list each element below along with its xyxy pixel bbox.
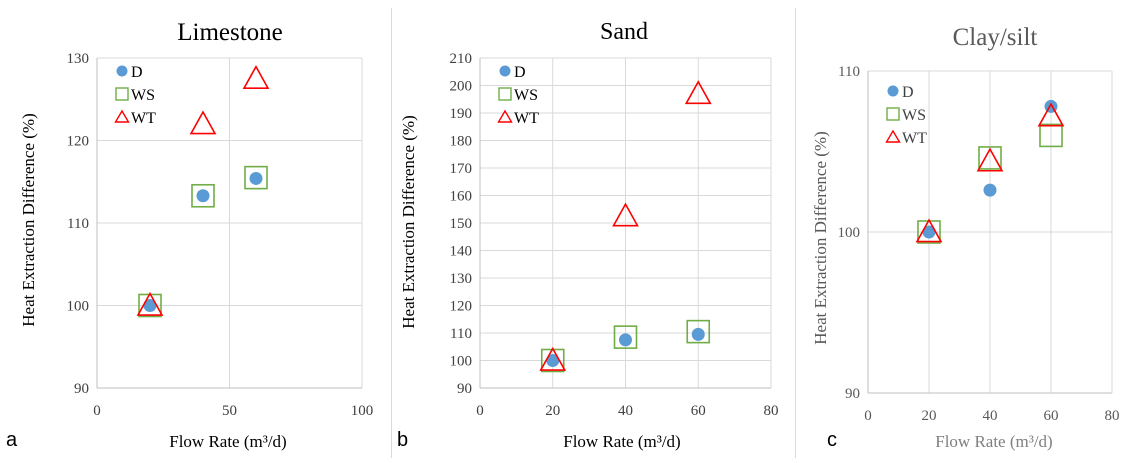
- y-axis-label: Heat Extraction Difference (%): [811, 131, 830, 345]
- data-point-ws: [978, 146, 1002, 170]
- data-point-ws: [686, 319, 711, 344]
- legend-marker-wt: [885, 129, 901, 143]
- legend-label-ws: WS: [514, 87, 538, 104]
- y-tick-label: 160: [450, 189, 473, 205]
- x-tick-label: 20: [545, 403, 560, 419]
- data-point-d: [922, 225, 936, 239]
- data-point-wt: [684, 80, 712, 105]
- legend-label-d: D: [131, 64, 143, 81]
- legend-label-d: D: [902, 84, 914, 101]
- legend-marker-ws: [498, 87, 512, 101]
- y-tick-label: 110: [450, 326, 472, 342]
- data-point-wt: [976, 147, 1004, 172]
- data-point-wt: [189, 110, 217, 135]
- clay-silt-chart-panel: 90 100 110 0 20 40 60 80 Clay/silt Heat Extractio…: [795, 0, 1134, 458]
- y-tick-label: 190: [450, 106, 473, 122]
- legend-label-ws: WS: [902, 107, 926, 124]
- legend-label-wt: WT: [131, 110, 156, 127]
- legend-marker-ws: [115, 87, 129, 101]
- data-point-d: [619, 333, 632, 347]
- data-point-ws: [244, 165, 268, 190]
- y-tick-label: 170: [450, 161, 473, 177]
- x-tick-label: 40: [618, 403, 633, 419]
- y-tick-label: 120: [67, 134, 90, 150]
- data-point-wt: [612, 202, 639, 227]
- data-point-ws: [191, 183, 215, 208]
- sand-scatter-chart: 90 100 110 120 130 140 150 160 170 180 190 200 210 0 2…: [397, 19, 779, 451]
- x-tick-label: 60: [1044, 408, 1059, 424]
- y-tick-label: 110: [67, 216, 89, 232]
- data-point-wt: [136, 291, 164, 316]
- data-point-ws: [1039, 123, 1063, 148]
- x-tick-label: 50: [222, 403, 237, 419]
- legend-label-d: D: [514, 64, 526, 81]
- limestone-scatter-chart: 90 100 110 120 130 0 50 100 Limestone Heat Extrac…: [6, 19, 374, 451]
- data-point-d: [691, 327, 705, 341]
- limestone-chart-panel: 90 100 110 120 130 0 50 100 Limestone Heat Extrac…: [0, 0, 391, 458]
- data-point-d: [249, 171, 263, 185]
- clay-silt-scatter-chart: 90 100 110 0 20 40 60 80 Clay/silt Heat Extractio…: [811, 24, 1120, 451]
- data-point-wt: [1037, 102, 1065, 127]
- panel-letter: a: [6, 429, 18, 451]
- sand-chart-panel: 90 100 110 120 130 140 150 160 170 180 190 200 210 0 2…: [391, 0, 795, 458]
- y-tick-label: 180: [450, 134, 473, 150]
- data-point-ws: [613, 325, 638, 349]
- data-point-d: [983, 183, 997, 197]
- panel-divider: [795, 8, 796, 458]
- legend-marker-wt: [497, 109, 513, 123]
- legend-label-ws: WS: [131, 87, 155, 104]
- legend-label-wt: WT: [902, 130, 927, 147]
- panel-letter: b: [397, 429, 408, 451]
- chart-title: Limestone: [177, 19, 283, 46]
- legend-marker-d: [116, 65, 128, 77]
- y-tick-label: 100: [67, 299, 90, 315]
- y-axis-label: Heat Extraction Difference (%): [19, 113, 38, 327]
- y-tick-label: 100: [838, 225, 861, 241]
- y-axis-label: Heat Extraction Difference (%): [399, 115, 418, 329]
- y-tick-label: 130: [67, 51, 90, 67]
- x-axis-label: Flow Rate (m³/d): [169, 432, 286, 451]
- x-tick-label: 100: [351, 403, 374, 419]
- y-tick-label: 120: [450, 299, 473, 315]
- x-tick-label: 20: [922, 408, 937, 424]
- chart-title: Sand: [600, 19, 648, 45]
- x-tick-label: 40: [983, 408, 998, 424]
- x-tick-label: 80: [764, 403, 779, 419]
- legend-marker-ws: [886, 107, 900, 121]
- panel-letter: c: [827, 429, 837, 451]
- data-point-wt: [242, 64, 270, 90]
- data-point-d: [196, 189, 210, 203]
- data-point-d: [143, 299, 157, 312]
- legend-marker-d: [887, 85, 899, 97]
- chart-title: Clay/silt: [953, 24, 1038, 51]
- x-tick-label: 80: [1105, 408, 1120, 424]
- y-tick-label: 90: [845, 386, 860, 402]
- y-tick-label: 140: [450, 244, 473, 260]
- x-tick-label: 60: [691, 403, 706, 419]
- x-axis-label: Flow Rate (m³/d): [935, 432, 1052, 451]
- y-tick-label: 110: [838, 64, 860, 80]
- y-tick-label: 90: [457, 381, 472, 397]
- legend-marker-wt: [114, 109, 130, 123]
- x-axis-label: Flow Rate (m³/d): [563, 432, 680, 451]
- legend-marker-d: [499, 65, 511, 77]
- panel-divider: [391, 8, 392, 458]
- y-tick-label: 130: [450, 271, 473, 287]
- x-tick-label: 0: [93, 403, 101, 419]
- data-point-d: [546, 354, 560, 367]
- y-tick-label: 90: [74, 381, 89, 397]
- data-point-wt: [915, 218, 943, 243]
- y-tick-label: 100: [450, 354, 473, 370]
- y-tick-label: 150: [450, 216, 473, 232]
- y-tick-label: 200: [450, 79, 473, 95]
- legend-label-wt: WT: [514, 110, 539, 127]
- data-point-wt: [539, 346, 567, 371]
- x-tick-label: 0: [864, 408, 872, 424]
- x-tick-label: 0: [476, 403, 484, 419]
- y-tick-label: 210: [450, 51, 473, 67]
